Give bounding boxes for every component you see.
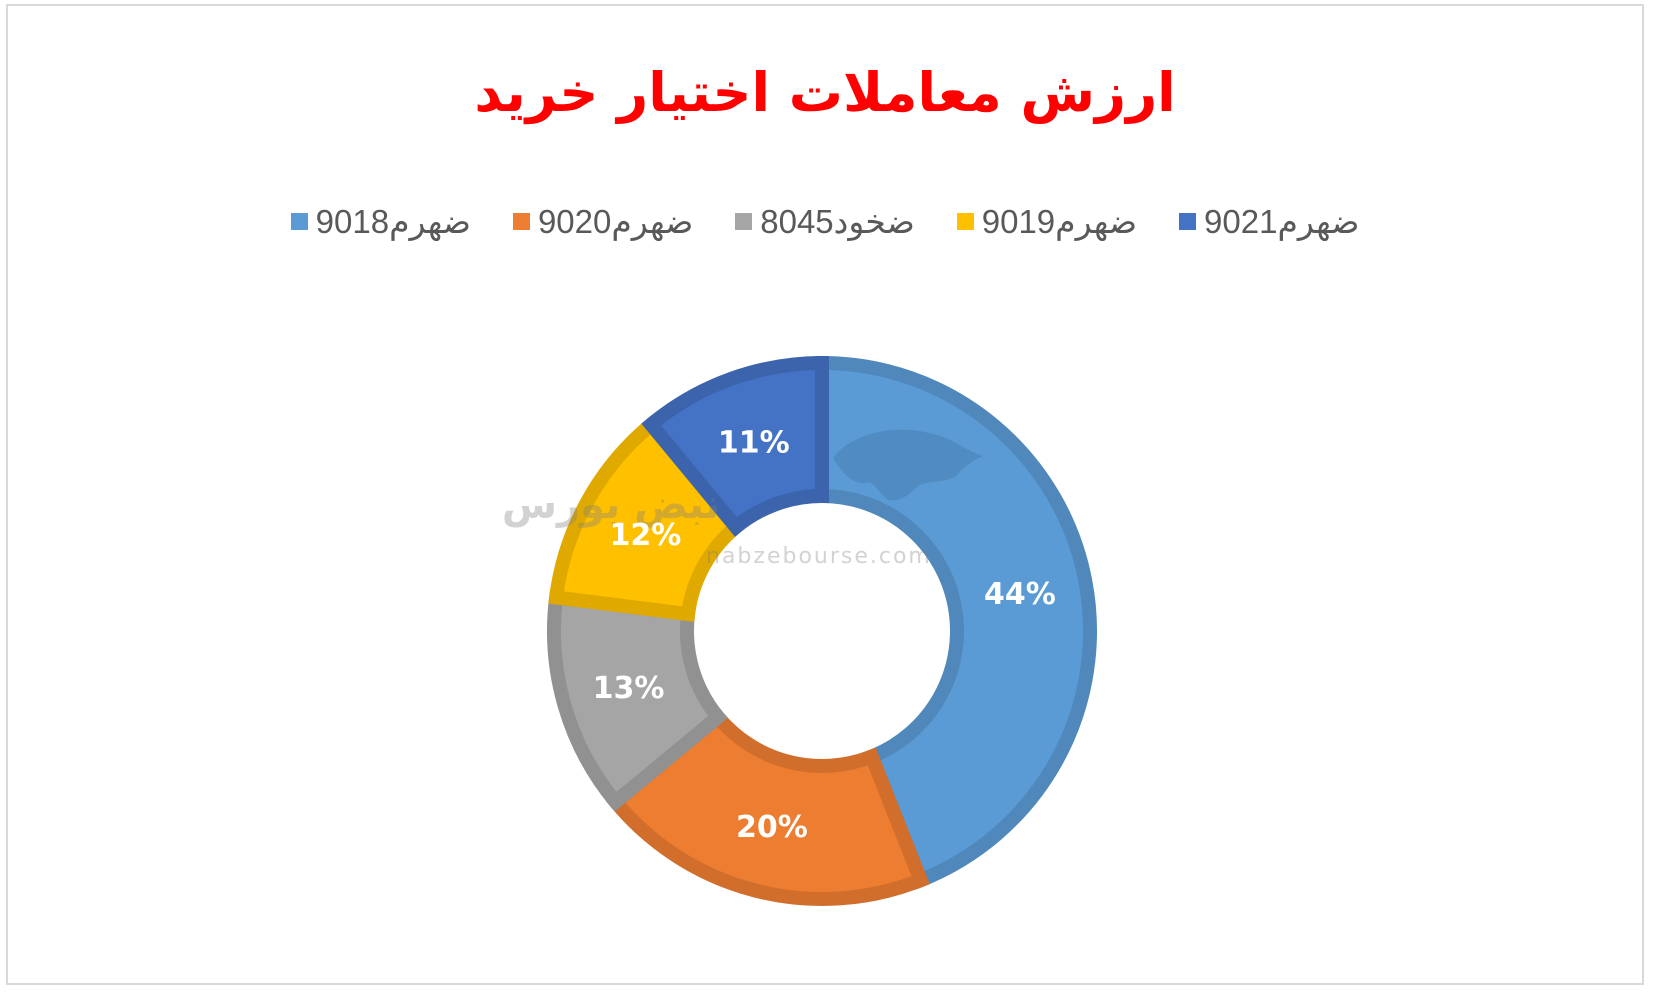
- legend-item: ضهرم9018: [290, 202, 471, 241]
- legend-item: ضهرم9020: [512, 202, 694, 241]
- legend-item: ضهرم9021: [1179, 202, 1359, 241]
- watermark-url: nabzebourse.com: [706, 544, 932, 569]
- legend-swatch: [735, 213, 753, 230]
- legend-swatch: [1179, 213, 1197, 230]
- slice-labels: 44% 20% 13% 12% 11%: [593, 425, 1056, 845]
- legend-swatch: [512, 213, 530, 230]
- donut-slice: [605, 707, 930, 906]
- legend-swatch: [956, 213, 974, 230]
- watermark: نبض بورس nabzebourse.com: [502, 429, 983, 569]
- legend-item: ضهرم9019: [956, 202, 1138, 241]
- chart-frame: ارزش معاملات اختیار خرید ضهرم9018 ضهرم90…: [6, 4, 1644, 985]
- chart-title: ارزش معاملات اختیار خرید: [474, 61, 1176, 124]
- chart-legend: ضهرم9018 ضهرم9020 ضخود8045 ضهرم9019 ضهرم…: [8, 202, 1642, 241]
- bull-logo-icon: [833, 429, 983, 501]
- slice-data-label: 44%: [984, 577, 1056, 612]
- legend-label: ضهرم9019: [981, 203, 1138, 240]
- slice-data-label: 13%: [593, 671, 665, 706]
- donut-chart: نبض بورس nabzebourse.com 44% 20% 13% 12% 11%: [502, 355, 1097, 906]
- legend-label: ضهرم9020: [537, 203, 694, 240]
- donut-slice: [815, 355, 1097, 890]
- donut-slice: [641, 355, 829, 537]
- slice-data-label: 11%: [718, 425, 790, 460]
- slice-data-label: 20%: [736, 810, 808, 845]
- legend-label: ضهرم9021: [1204, 203, 1360, 240]
- slice-data-label: 12%: [610, 518, 682, 553]
- legend-item: ضخود8045: [735, 202, 915, 241]
- legend-label: ضهرم9018: [315, 203, 471, 240]
- legend-label: ضخود8045: [760, 203, 915, 240]
- donut-slices: [547, 355, 1097, 906]
- watermark-logo-text: نبض بورس: [502, 482, 720, 528]
- legend-swatch: [290, 213, 308, 230]
